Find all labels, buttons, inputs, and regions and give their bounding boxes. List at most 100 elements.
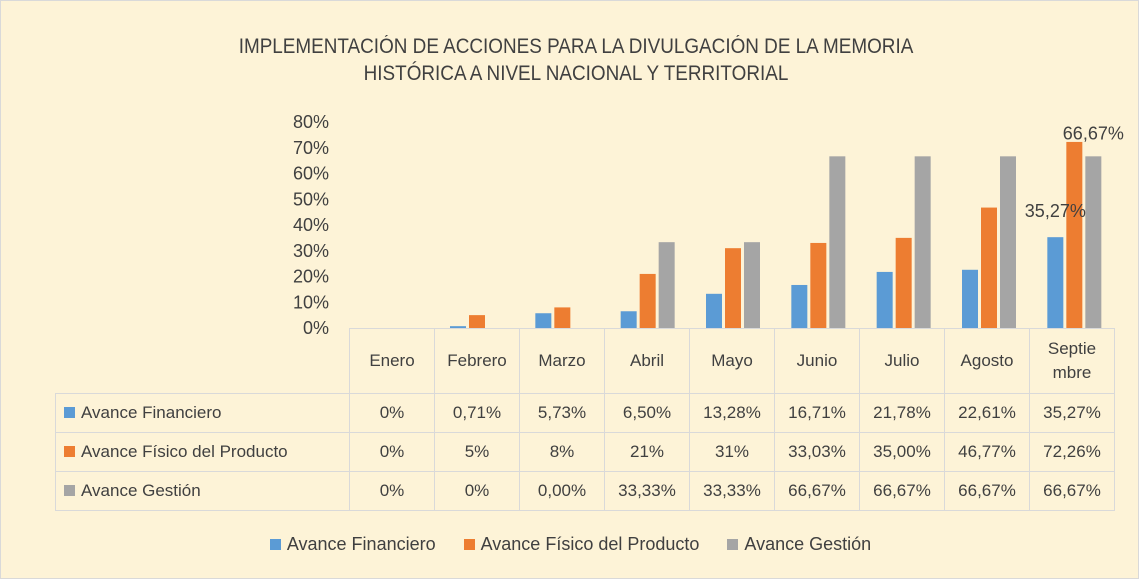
y-tick-label: 60% — [293, 164, 329, 184]
table-value: 35,27% — [1029, 393, 1115, 433]
table-value: 21% — [604, 432, 690, 472]
category-cell: Septiembre — [1029, 328, 1115, 394]
table-value: 33,33% — [689, 471, 775, 511]
x-tick-label: Marzo — [538, 351, 586, 370]
x-tick-label: Mayo — [711, 351, 753, 370]
table-value: 66,67% — [1029, 471, 1115, 511]
bar — [1047, 237, 1064, 328]
category-cell: Junio — [774, 328, 860, 394]
table-value: 46,77% — [944, 432, 1030, 472]
table-value: 66,67% — [774, 471, 860, 511]
table-value: 33,03% — [774, 432, 860, 472]
category-cell: Julio — [859, 328, 945, 394]
y-tick-label: 40% — [293, 215, 329, 235]
legend-label: Avance Financiero — [286, 534, 436, 554]
table-value: 35,00% — [859, 432, 945, 472]
y-tick-label: 0% — [303, 318, 329, 338]
legend-swatch — [64, 446, 75, 457]
x-tick-label: Julio — [884, 351, 920, 370]
bar — [895, 237, 912, 328]
blank-cell — [56, 329, 350, 394]
bar — [639, 273, 656, 328]
legend-swatch — [64, 407, 75, 418]
data-label: 66,67% — [1063, 123, 1124, 143]
x-tick-label: Abril — [629, 351, 664, 370]
table-value: 66,67% — [944, 471, 1030, 511]
legend-swatch — [727, 539, 739, 550]
bar — [1066, 141, 1083, 328]
legend-swatch — [64, 485, 75, 496]
table-value: 16,71% — [774, 393, 860, 433]
y-tick-label: 10% — [293, 292, 329, 312]
data-label: 35,27% — [1025, 201, 1086, 221]
table-value: 0,00% — [519, 471, 605, 511]
table-value: 0% — [434, 471, 520, 511]
bar — [725, 248, 741, 328]
data-table: Enero Febrero Marzo Abril Mayo Junio Julio Agos… — [55, 328, 1115, 511]
legend-swatch — [463, 539, 475, 550]
bar — [981, 207, 997, 328]
bar — [829, 156, 846, 328]
table-value: 33,33% — [604, 471, 690, 511]
table-row: Avance Gestión 0% 0% 0,00% 33,33% 33,33% 66,67… — [55, 471, 1115, 511]
y-tick-label: 70% — [293, 138, 329, 158]
legend-swatch — [269, 539, 281, 550]
table-row: Avance Físico del Producto 0% 5% 8% 21% 31% 33… — [55, 432, 1115, 472]
category-cell: Abril — [604, 328, 690, 394]
series-cell: Avance Financiero — [55, 393, 350, 433]
legend-label: Avance Físico del Producto — [480, 534, 700, 554]
x-tick-label: Septiembre — [1047, 339, 1097, 382]
bar — [876, 271, 893, 328]
legend: Avance Financiero Avance Físico del Produ… — [1, 534, 1138, 555]
legend-item: Avance Físico del Producto — [463, 534, 700, 554]
y-tick-label: 20% — [293, 267, 329, 287]
series-name: Avance Gestión — [81, 481, 201, 500]
bar — [810, 242, 827, 328]
table-value: 72,26% — [1029, 432, 1115, 472]
table-value: 6,50% — [604, 393, 690, 433]
legend-item: Avance Gestión — [727, 534, 871, 554]
bar — [535, 313, 552, 328]
series-name: Avance Financiero — [81, 403, 222, 422]
bar — [554, 307, 571, 328]
table-value: 8% — [519, 432, 605, 472]
series-name: Avance Físico del Producto — [81, 442, 288, 461]
table-value: 0% — [349, 471, 435, 511]
bar — [914, 156, 931, 328]
chart-title: IMPLEMENTACIÓN DE ACCIONES PARA LA DIVUL… — [238, 35, 914, 85]
table-value: 66,67% — [859, 471, 945, 511]
category-cell: Enero — [349, 328, 435, 394]
y-tick-label: 30% — [293, 241, 329, 261]
bar — [1000, 156, 1016, 328]
bar — [450, 326, 466, 328]
bar — [962, 269, 978, 328]
table-row: Avance Financiero 0% 0,71% 5,73% 6,50% 13,28%… — [55, 393, 1115, 433]
y-tick-label: 50% — [293, 189, 329, 209]
bar — [469, 315, 485, 328]
table-value: 0% — [349, 432, 435, 472]
series-cell: Avance Gestión — [55, 471, 350, 511]
table-value: 13,28% — [689, 393, 775, 433]
table-value: 31% — [689, 432, 775, 472]
bar — [620, 311, 637, 328]
series-cell: Avance Físico del Producto — [55, 432, 350, 472]
bar — [791, 284, 808, 328]
category-cell: Agosto — [944, 328, 1030, 394]
bar — [706, 293, 722, 328]
table-value: 21,78% — [859, 393, 945, 433]
bar — [744, 242, 760, 328]
x-tick-label: Enero — [369, 351, 415, 370]
table-value: 0,71% — [434, 393, 520, 433]
bar — [1085, 156, 1102, 328]
table-value: 0% — [349, 393, 435, 433]
table-header-row: Enero Febrero Marzo Abril Mayo Junio Julio Agos… — [56, 328, 1115, 394]
table-value: 5% — [434, 432, 520, 472]
x-tick-label: Agosto — [960, 351, 1014, 370]
category-cell: Mayo — [689, 328, 775, 394]
y-tick-label: 80% — [293, 112, 329, 132]
bar — [658, 242, 675, 328]
table-value: 22,61% — [944, 393, 1030, 433]
x-tick-label: Junio — [796, 351, 838, 370]
